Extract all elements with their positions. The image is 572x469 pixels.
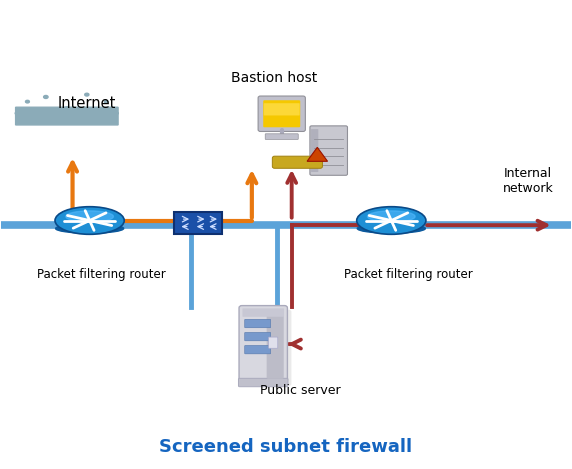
Ellipse shape <box>115 112 118 114</box>
Ellipse shape <box>26 100 29 103</box>
Text: Packet filtering router: Packet filtering router <box>37 268 165 280</box>
FancyBboxPatch shape <box>245 319 271 328</box>
FancyBboxPatch shape <box>239 378 288 387</box>
FancyBboxPatch shape <box>263 100 300 127</box>
Ellipse shape <box>55 207 124 234</box>
Ellipse shape <box>43 96 48 98</box>
Ellipse shape <box>367 211 415 222</box>
Ellipse shape <box>64 107 69 110</box>
Ellipse shape <box>358 224 426 233</box>
Ellipse shape <box>55 224 124 233</box>
FancyBboxPatch shape <box>267 310 284 379</box>
Text: Packet filtering router: Packet filtering router <box>344 268 472 280</box>
FancyBboxPatch shape <box>244 310 291 386</box>
Text: Public server: Public server <box>260 384 340 397</box>
FancyBboxPatch shape <box>272 156 323 168</box>
Text: Screened subnet firewall: Screened subnet firewall <box>160 438 412 455</box>
FancyBboxPatch shape <box>245 346 271 354</box>
FancyBboxPatch shape <box>265 134 298 139</box>
Ellipse shape <box>66 211 113 222</box>
Ellipse shape <box>358 207 426 234</box>
FancyBboxPatch shape <box>243 309 284 317</box>
FancyBboxPatch shape <box>15 107 118 125</box>
Text: Bastion host: Bastion host <box>232 71 317 85</box>
FancyBboxPatch shape <box>245 333 271 341</box>
FancyBboxPatch shape <box>173 212 222 234</box>
Ellipse shape <box>86 119 90 121</box>
Text: Internet: Internet <box>58 97 116 112</box>
Polygon shape <box>307 147 328 161</box>
Ellipse shape <box>85 93 89 96</box>
FancyBboxPatch shape <box>239 306 287 383</box>
FancyBboxPatch shape <box>264 103 300 115</box>
Text: Internal
network: Internal network <box>503 167 553 195</box>
FancyBboxPatch shape <box>258 96 305 131</box>
FancyBboxPatch shape <box>310 126 347 175</box>
FancyBboxPatch shape <box>311 129 319 172</box>
FancyBboxPatch shape <box>269 337 278 348</box>
Ellipse shape <box>104 100 108 103</box>
Ellipse shape <box>15 112 19 114</box>
Ellipse shape <box>44 121 47 123</box>
